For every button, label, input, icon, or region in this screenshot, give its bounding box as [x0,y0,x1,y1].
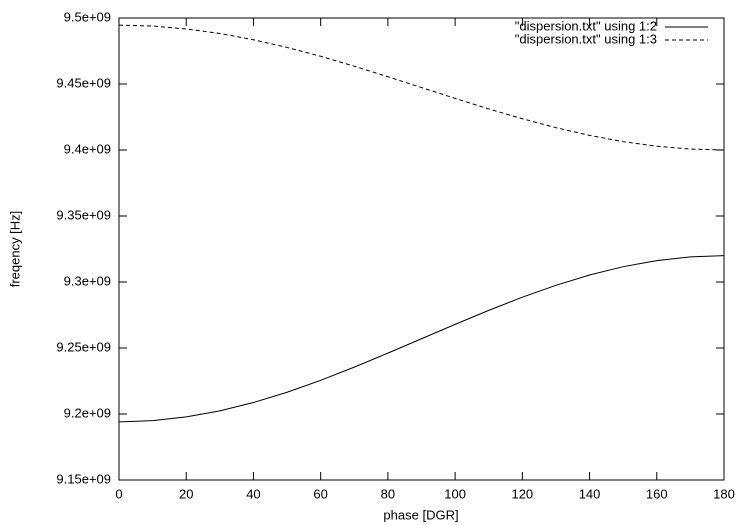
x-tick-label: 40 [246,486,260,501]
x-tick-label: 160 [646,486,668,501]
x-tick-label: 60 [313,486,327,501]
y-tick-label: 9.15e+09 [56,471,111,486]
y-tick-label: 9.4e+09 [64,141,111,156]
x-tick-label: 0 [115,486,122,501]
y-tick-label: 9.25e+09 [56,339,111,354]
y-axis-title: freqency [Hz] [7,211,22,288]
y-tick-label: 9.3e+09 [64,273,111,288]
x-axis-title: phase [DGR] [383,507,458,522]
legend-label: "dispersion.txt" using 1:2 [515,18,657,33]
legend-label: "dispersion.txt" using 1:3 [515,31,657,46]
x-tick-label: 140 [579,486,601,501]
x-tick-label: 20 [179,486,193,501]
x-tick-label: 80 [381,486,395,501]
x-tick-label: 180 [713,486,735,501]
series-line [118,255,725,423]
x-tick-label: 100 [444,486,466,501]
x-tick-label: 120 [511,486,533,501]
series-line [118,24,725,151]
y-tick-label: 9.2e+09 [64,405,111,420]
y-tick-label: 9.35e+09 [56,207,111,222]
y-tick-label: 9.45e+09 [56,75,111,90]
plot-frame [118,17,725,481]
y-tick-label: 9.5e+09 [64,9,111,24]
